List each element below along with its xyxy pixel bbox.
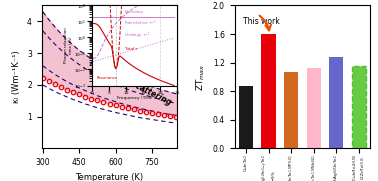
Bar <box>284 72 298 148</box>
Text: resonance scattering: resonance scattering <box>88 58 172 108</box>
Bar <box>262 34 276 148</box>
Bar <box>352 66 366 148</box>
Bar <box>239 85 253 148</box>
Bar <box>330 57 344 148</box>
Y-axis label: ZT$_{max}$: ZT$_{max}$ <box>195 63 207 91</box>
Text: This work: This work <box>243 17 279 26</box>
Y-axis label: κₗ (Wm⁻¹K⁻¹): κₗ (Wm⁻¹K⁻¹) <box>12 50 22 103</box>
X-axis label: Temperature (K): Temperature (K) <box>76 173 144 181</box>
Bar <box>307 68 321 148</box>
